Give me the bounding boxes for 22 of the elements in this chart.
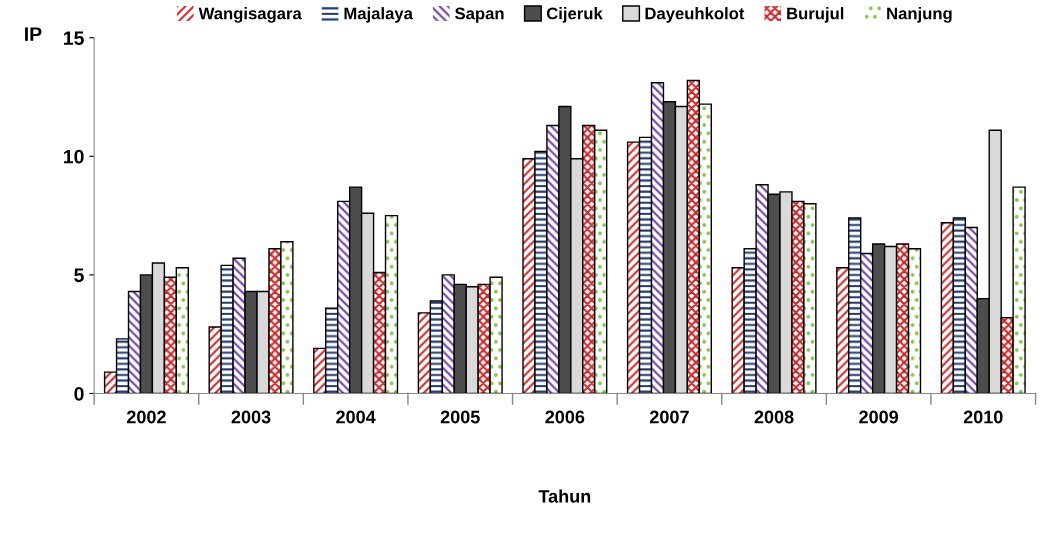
x-tick-label: 2010 <box>963 410 1003 424</box>
legend-label: Nanjung <box>887 7 952 23</box>
x-tick-label: 2006 <box>545 410 585 424</box>
x-tick-label: 2002 <box>126 410 166 424</box>
x-tick-label: 2009 <box>859 410 899 424</box>
y-tick-label: 5 <box>74 268 84 283</box>
legend-label: Wangisagara <box>198 7 302 23</box>
x-tick-label: 2003 <box>231 410 271 424</box>
x-axis-title: Tahun <box>538 489 591 503</box>
x-tick-label: 2004 <box>336 410 376 424</box>
y-axis-title: IP <box>25 27 42 41</box>
legend-label: Burujul <box>787 7 844 23</box>
x-tick-label: 2005 <box>440 410 480 424</box>
y-tick-label: 10 <box>64 149 84 164</box>
legend-label: Cijeruk <box>546 7 603 23</box>
y-tick-label: 15 <box>64 31 84 45</box>
y-tick-label: 0 <box>74 386 84 401</box>
legend-label: Majalaya <box>344 7 413 23</box>
legend-label: Dayeuhkolot <box>645 7 745 23</box>
legend-label: Sapan <box>455 7 504 23</box>
x-tick-label: 2008 <box>754 410 794 424</box>
x-tick-label: 2007 <box>649 410 689 424</box>
